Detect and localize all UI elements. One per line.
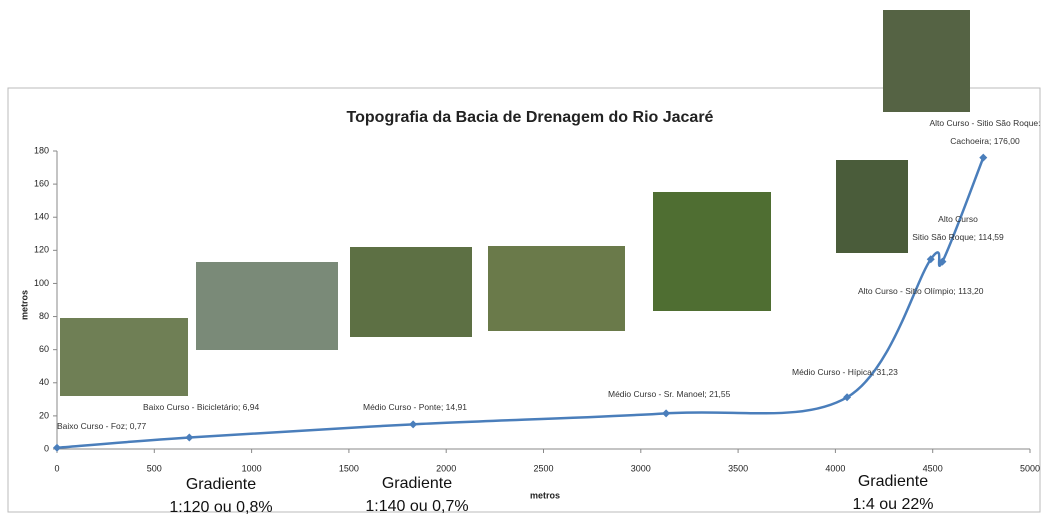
point-marker [979,153,988,162]
chart-title: Topografia da Bacia de Drenagem do Rio J… [347,109,714,126]
x-tick-label: 3000 [631,463,651,473]
y-tick-label: 100 [34,278,49,288]
x-tick-label: 3500 [728,463,748,473]
photo [836,160,908,253]
data-label: Alto Curso Sitio São Roque; 114,59 [912,214,1004,242]
data-label: Alto Curso - Sitio São Roque: Cachoeira; … [929,118,1040,146]
point-marker [409,420,418,429]
x-tick-label: 4000 [825,463,845,473]
photo [60,318,188,396]
data-label: Médio Curso - Ponte; 14,91 [363,402,467,412]
annotation: Gradiente 1:4 ou 22% [853,473,934,513]
x-tick-label: 2500 [533,463,553,473]
data-label: Baixo Curso - Foz; 0,77 [57,421,147,431]
data-label: Médio Curso - Sr. Manoel; 21,55 [608,389,731,399]
y-axis-label: metros [19,290,29,320]
point-marker [843,393,852,402]
point-marker [662,409,671,418]
y-tick-label: 60 [39,344,49,354]
annotation: Gradiente 1:140 ou 0,7% [365,475,468,515]
y-tick-label: 20 [39,410,49,420]
point-marker [185,433,194,442]
x-tick-label: 5000 [1020,463,1040,473]
data-label: Baixo Curso - Bicicletário; 6,94 [143,402,259,412]
photo [883,10,970,112]
point-marker [938,257,947,266]
photo [653,192,771,311]
y-tick-label: 140 [34,212,49,222]
photo [488,246,625,331]
annotation: Gradiente 1:120 ou 0,8% [169,476,272,516]
y-tick-label: 180 [34,145,49,155]
point-marker [926,255,935,264]
x-tick-label: 1000 [242,463,262,473]
y-tick-label: 80 [39,311,49,321]
y-tick-label: 0 [44,443,49,453]
data-label: Médio Curso - Hípica; 31,23 [792,367,898,377]
x-tick-label: 500 [147,463,162,473]
photo [350,247,472,337]
series-line [56,157,985,449]
data-label: Alto Curso - Sitio Olímpio; 113,20 [858,286,984,296]
x-axis-label: metros [530,490,560,500]
x-tick-label: 1500 [339,463,359,473]
x-tick-label: 2000 [436,463,456,473]
y-tick-label: 40 [39,377,49,387]
y-tick-label: 160 [34,178,49,188]
x-tick-label: 4500 [923,463,943,473]
x-tick-label: 0 [54,463,59,473]
photo [196,262,338,350]
photos [60,10,970,396]
point-marker [53,443,61,452]
y-tick-label: 120 [34,245,49,255]
